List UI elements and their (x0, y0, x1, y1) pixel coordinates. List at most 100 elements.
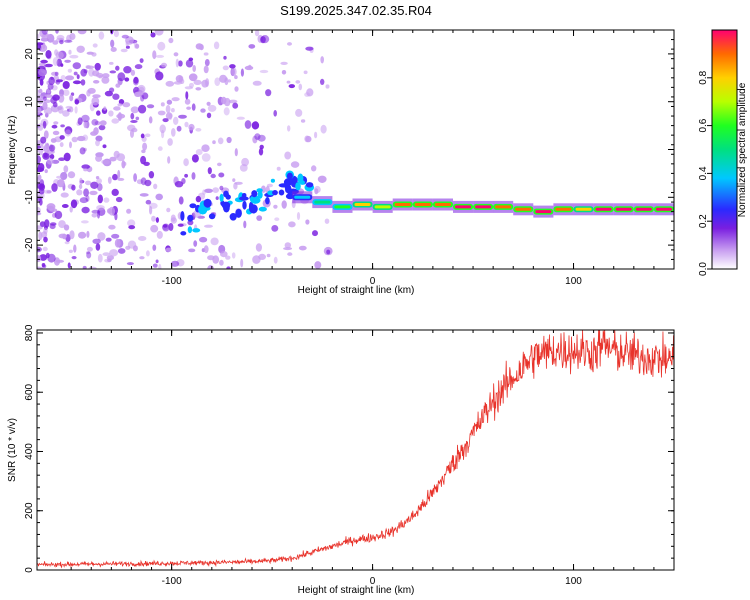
transition-blob (265, 197, 270, 205)
noise-blob (244, 120, 252, 129)
noise-blob (219, 259, 224, 266)
noise-blob (80, 79, 86, 86)
noise-blob (57, 105, 64, 114)
noise-blob (159, 124, 166, 134)
noise-blob (223, 55, 227, 60)
noise-blob (111, 233, 120, 239)
noise-blob (184, 86, 194, 90)
noise-blob (231, 67, 237, 77)
noise-blob (59, 39, 64, 45)
ridge-core (434, 203, 451, 206)
noise-blob (170, 260, 180, 267)
noise-blob (41, 263, 46, 267)
noise-blob (96, 205, 105, 211)
noise-blob (50, 138, 57, 143)
noise-blob (56, 179, 65, 188)
noise-blob (157, 146, 163, 151)
noise-blob (55, 80, 61, 85)
noise-blob (52, 40, 59, 45)
transition-blob (187, 226, 193, 234)
noise-blob (199, 44, 204, 51)
transition-blob (270, 178, 275, 183)
noise-blob (181, 178, 186, 185)
noise-blob (69, 54, 79, 59)
y-tick-label: 0 (24, 567, 35, 573)
noise-blob (76, 74, 80, 80)
noise-blob (287, 252, 293, 256)
noise-blob (90, 181, 99, 189)
noise-blob (225, 255, 231, 260)
noise-blob (42, 246, 48, 252)
noise-blob (207, 167, 212, 175)
noise-blob (115, 83, 121, 88)
noise-blob (300, 119, 306, 123)
noise-blob (97, 183, 103, 192)
noise-blob (236, 116, 245, 120)
ridge-core (515, 207, 532, 211)
noise-blob (97, 232, 106, 241)
noise-blob (45, 50, 52, 59)
noise-blob (191, 154, 199, 163)
noise-blob (93, 127, 99, 135)
noise-blob (83, 120, 88, 129)
noise-blob (102, 144, 107, 149)
noise-blob (37, 42, 44, 46)
noise-blob (134, 64, 143, 70)
noise-blob (166, 207, 171, 213)
noise-blob (38, 62, 47, 66)
noise-blob (85, 180, 92, 186)
noise-blob (43, 236, 48, 243)
noise-blob (69, 230, 75, 240)
noise-blob (53, 121, 59, 125)
noise-blob (38, 68, 47, 77)
noise-blob (136, 91, 144, 96)
noise-blob (139, 256, 145, 260)
noise-blob (81, 164, 90, 169)
noise-blob (44, 94, 53, 98)
noise-blob (157, 41, 166, 51)
noise-blob (288, 84, 295, 89)
noise-blob (199, 236, 208, 243)
noise-blob (71, 184, 76, 191)
noise-blob (55, 51, 64, 59)
noise-blob (186, 106, 192, 110)
noise-blob (183, 158, 189, 167)
noise-blob (55, 30, 59, 34)
noise-blob (273, 204, 278, 209)
ridge-core (294, 195, 311, 199)
noise-blob (295, 108, 303, 117)
noise-blob (165, 80, 175, 87)
noise-blob (314, 185, 321, 194)
noise-blob (325, 84, 330, 89)
noise-blob (37, 212, 42, 216)
noise-blob (112, 173, 118, 181)
noise-blob (188, 73, 198, 82)
noise-blob (109, 156, 117, 162)
noise-blob (166, 99, 173, 105)
noise-blob (102, 73, 110, 79)
noise-blob (86, 246, 93, 252)
noise-blob (213, 41, 220, 50)
noise-blob (317, 175, 327, 183)
noise-blob (42, 96, 47, 101)
noise-blob (96, 210, 101, 219)
noise-blob (37, 89, 41, 99)
noise-blob (224, 77, 229, 86)
ridge-core (455, 205, 472, 209)
noise-blob (281, 70, 287, 75)
noise-blob (79, 177, 83, 186)
noise-blob (298, 83, 303, 91)
noise-blob (178, 114, 187, 119)
noise-blob (152, 244, 157, 251)
noise-blob (58, 93, 65, 103)
noise-blob (46, 158, 54, 165)
noise-blob (191, 103, 196, 111)
transition-blob (229, 213, 237, 221)
noise-blob (210, 173, 216, 179)
noise-blob (115, 65, 120, 71)
ridge-core (575, 207, 592, 211)
transition-blob (223, 202, 230, 213)
noise-blob (56, 58, 62, 67)
